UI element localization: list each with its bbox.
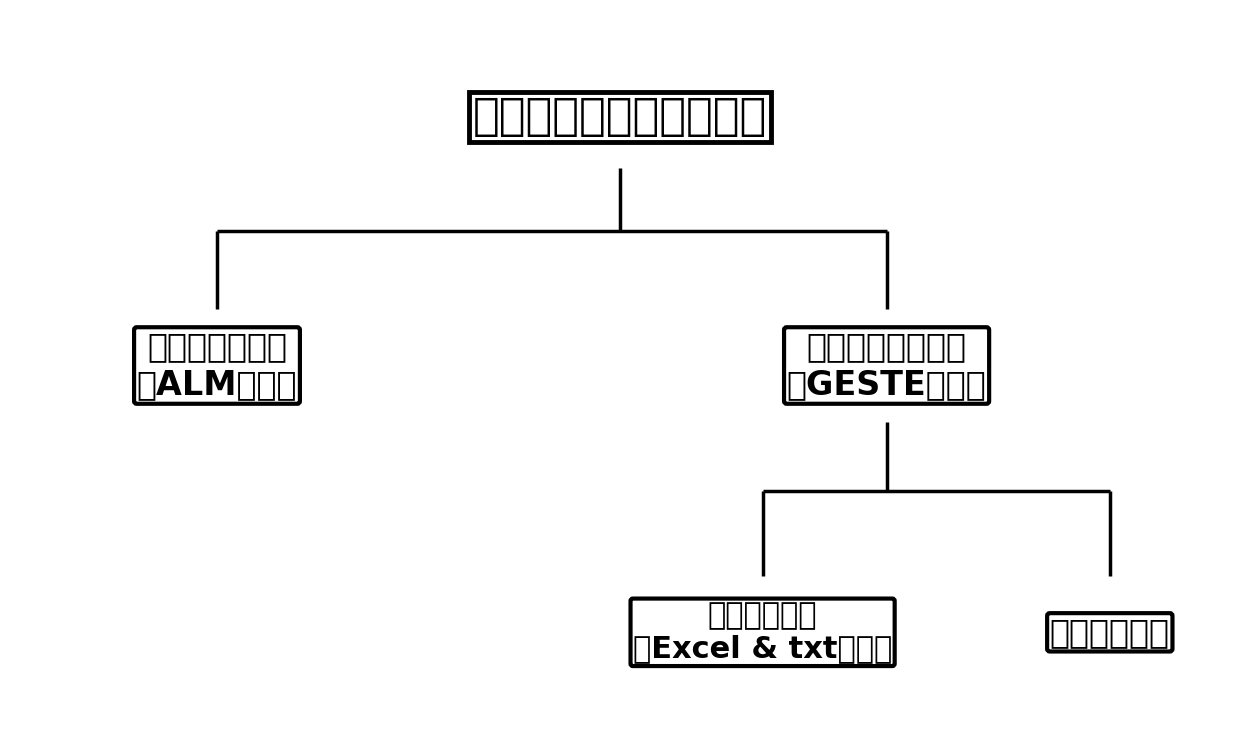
Text: 接口测试数据
（Excel & txt文件）: 接口测试数据 （Excel & txt文件） [632, 601, 893, 664]
Text: 通用接口自动化测试环境: 通用接口自动化测试环境 [472, 96, 768, 138]
Text: 接口测试用例集
（ALM平台）: 接口测试用例集 （ALM平台） [136, 330, 298, 401]
Text: 接口测试脚本: 接口测试脚本 [1050, 616, 1169, 649]
Text: 接口测试仿真平台
（GESTE平台）: 接口测试仿真平台 （GESTE平台） [786, 330, 987, 401]
